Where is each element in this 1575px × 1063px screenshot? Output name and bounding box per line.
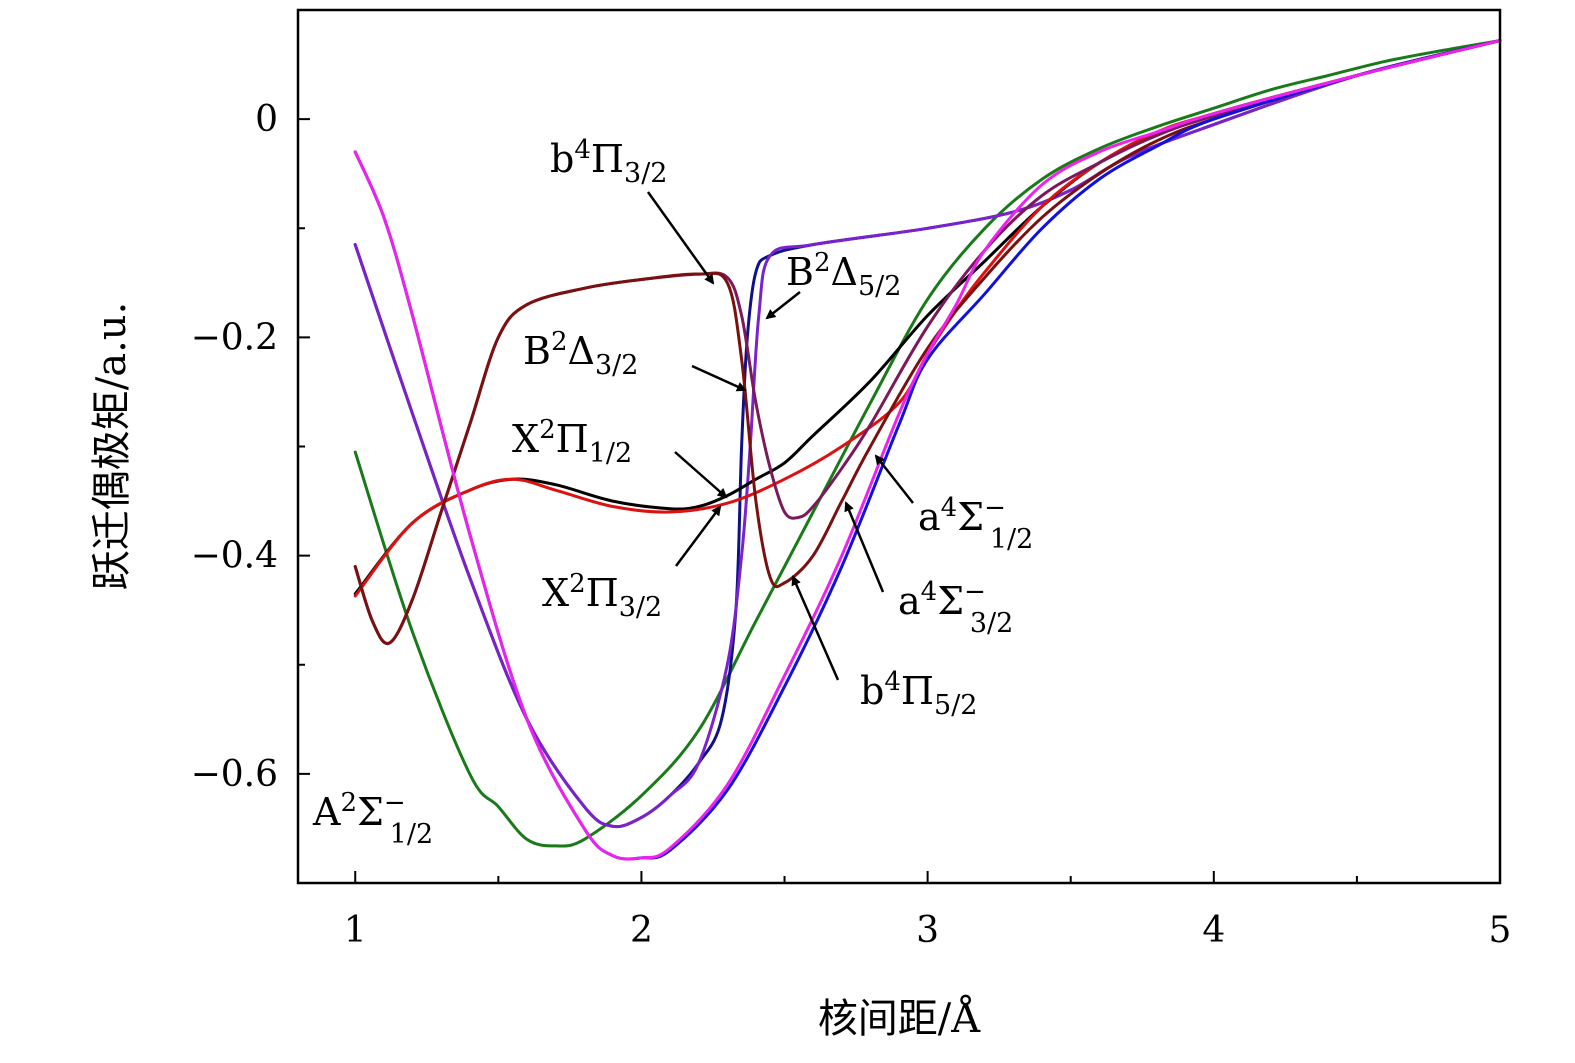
x-axis-title: 核间距/Å bbox=[818, 995, 981, 1042]
annotation-part: 3/2 bbox=[624, 158, 667, 189]
annotation-part: 3/2 bbox=[595, 350, 638, 381]
annotation-part: 2 bbox=[814, 248, 831, 278]
annotation-b4pi32: b4Π3/2 bbox=[550, 135, 667, 189]
annotation-part: X bbox=[542, 571, 569, 615]
annotation-part: 2 bbox=[539, 415, 556, 445]
x-tick-label: 4 bbox=[1202, 910, 1225, 951]
annotation-part: Σ bbox=[957, 495, 984, 539]
annotation-arrow-a4s12 bbox=[874, 454, 914, 504]
x-tick-label: 3 bbox=[916, 910, 939, 951]
y-tick-label: −0.4 bbox=[191, 536, 278, 577]
annotation-x2pi12: X2Π1/2 bbox=[512, 415, 632, 469]
annotation-a4s12: a4Σ− 1/2 bbox=[918, 493, 1033, 555]
y-tick-label: −0.2 bbox=[191, 317, 278, 358]
labels-layer: 1 2 3 4 5 0 −0.2 −0.4 −0.6 bbox=[191, 99, 1512, 951]
x-tick-label: 2 bbox=[630, 910, 653, 951]
annotation-part: A bbox=[312, 790, 341, 834]
y-tick-label: 0 bbox=[255, 99, 278, 140]
annotation-arrow-b4pi52 bbox=[791, 575, 840, 681]
annotation-part: 2 bbox=[569, 569, 586, 599]
annotation-part: Δ bbox=[830, 250, 857, 294]
annotation-part: X bbox=[512, 417, 539, 461]
annotation-part: 1/2 bbox=[990, 524, 1033, 555]
plot-frame bbox=[296, 8, 1502, 885]
annotation-arrow-x2pi12 bbox=[674, 451, 728, 499]
annotation-part: − bbox=[984, 493, 1006, 523]
annotation-part: 4 bbox=[941, 493, 958, 523]
series-line-6 bbox=[353, 39, 1502, 645]
annotation-part: Π bbox=[591, 137, 624, 181]
annotation-part: 4 bbox=[921, 577, 938, 607]
annotation-part: Σ bbox=[357, 790, 384, 834]
annotation-part: Π bbox=[901, 669, 934, 713]
y-axis-title: 跃迁偶极矩/a.u. bbox=[89, 302, 135, 591]
annotation-part: Δ bbox=[567, 329, 594, 373]
annotation-part: 4 bbox=[884, 667, 901, 697]
annotation-part: a bbox=[918, 495, 941, 539]
annotation-part: 5/2 bbox=[934, 690, 977, 721]
annotation-part: Σ bbox=[937, 579, 964, 623]
annotation-part: 2 bbox=[340, 788, 357, 818]
annotation-part: Π bbox=[556, 417, 589, 461]
annotation-arrow-a4s32 bbox=[844, 501, 885, 593]
x-tick-label: 1 bbox=[344, 910, 367, 951]
annotation-part: Π bbox=[586, 571, 619, 615]
annotation-part: 1/2 bbox=[589, 438, 632, 469]
annotation-part: b bbox=[860, 669, 884, 713]
annotation-part: a bbox=[898, 579, 921, 623]
annotation-b2d32: B2Δ3/2 bbox=[523, 327, 638, 381]
annotation-part: 1/2 bbox=[390, 819, 433, 850]
annotation-part: b bbox=[550, 137, 574, 181]
annotation-arrow-b2d32 bbox=[691, 364, 747, 392]
y-tick-label: −0.6 bbox=[191, 754, 278, 795]
annotation-arrow-b2d52 bbox=[765, 291, 801, 320]
annotation-part: 4 bbox=[574, 135, 591, 165]
annotation-part: 3/2 bbox=[619, 592, 662, 623]
x-tick-label: 5 bbox=[1489, 910, 1512, 951]
annotation-b4pi52: b4Π5/2 bbox=[860, 667, 977, 721]
annotation-arrow-x2pi32 bbox=[674, 505, 722, 567]
annotation-part: 2 bbox=[551, 327, 568, 357]
annotation-b2d52: B2Δ5/2 bbox=[786, 248, 901, 302]
annotation-part: B bbox=[523, 329, 551, 373]
annotation-arrow-b4pi32 bbox=[646, 191, 715, 285]
series-line-8 bbox=[353, 39, 1502, 861]
annotation-part: − bbox=[384, 788, 406, 818]
annotation-part: B bbox=[786, 250, 814, 294]
series-layer bbox=[353, 39, 1502, 861]
annotation-part: 5/2 bbox=[858, 271, 901, 302]
annotation-a2s12: A2Σ− 1/2 bbox=[312, 788, 433, 850]
annotation-part: − bbox=[964, 577, 986, 607]
annotation-part: 3/2 bbox=[970, 608, 1013, 639]
annotation-a4s32: a4Σ− 3/2 bbox=[898, 577, 1013, 639]
ticks-layer bbox=[298, 118, 1501, 883]
annotation-x2pi32: X2Π3/2 bbox=[542, 569, 662, 623]
series-line-0 bbox=[353, 39, 1502, 848]
